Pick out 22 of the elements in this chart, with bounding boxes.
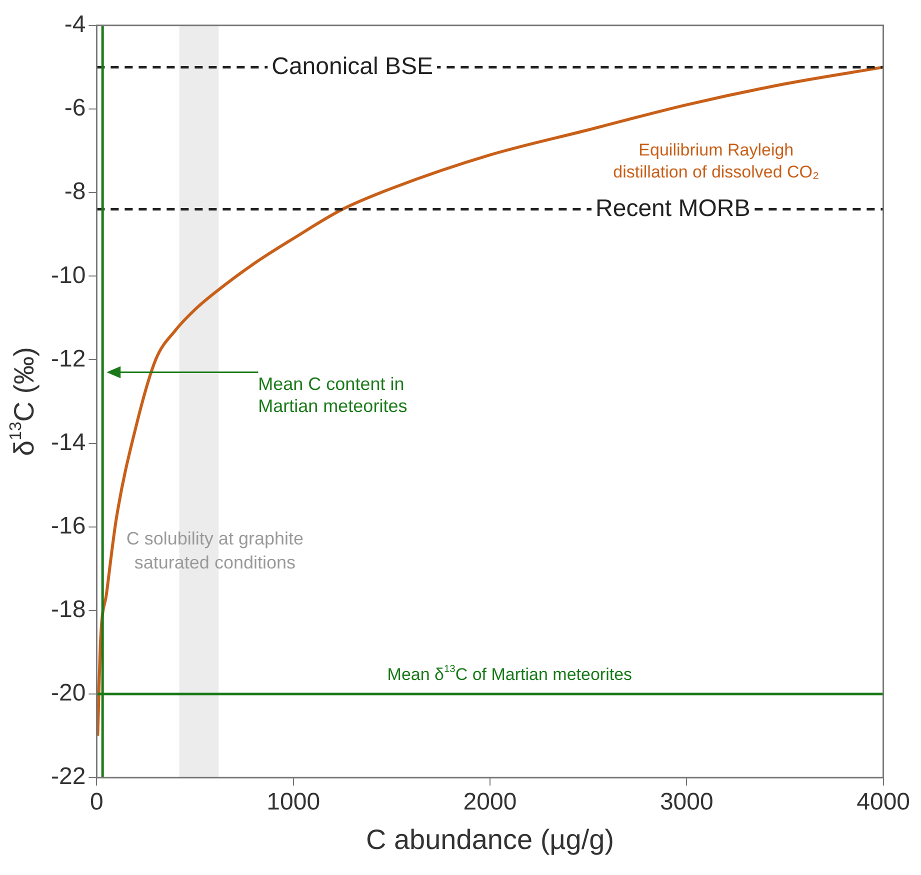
series-label: Equilibrium Rayleigh distillation of dissolved CO₂	[613, 140, 820, 182]
y-tick-label: -16	[51, 512, 86, 540]
ref-line-label: Mean C content in Martian meteorites	[258, 374, 408, 416]
y-tick-label: -12	[51, 345, 86, 372]
y-tick-label: -22	[51, 763, 86, 790]
ref-line-label: Canonical BSE	[272, 52, 434, 80]
ref-line-label: Recent MORB	[596, 194, 750, 222]
x-tick-label: 4000	[856, 788, 910, 816]
x-tick-label: 3000	[660, 788, 714, 816]
x-axis-title: C abundance (µg/g)	[366, 824, 614, 855]
y-tick-label: -14	[51, 428, 86, 456]
x-tick-label: 1000	[266, 788, 320, 816]
y-tick-label: -4	[64, 11, 86, 38]
x-tick-label: 0	[90, 788, 104, 816]
y-tick-label: -10	[51, 262, 86, 289]
y-tick-label: -8	[64, 178, 86, 206]
y-tick-label: -18	[51, 596, 86, 624]
y-tick-label: -6	[64, 94, 86, 122]
x-tick-label: 2000	[463, 788, 517, 816]
y-tick-label: -20	[51, 680, 86, 707]
y-axis-title: δ13C (‰)	[6, 347, 40, 456]
band-label: C solubility at graphite saturated conditions	[126, 528, 304, 572]
